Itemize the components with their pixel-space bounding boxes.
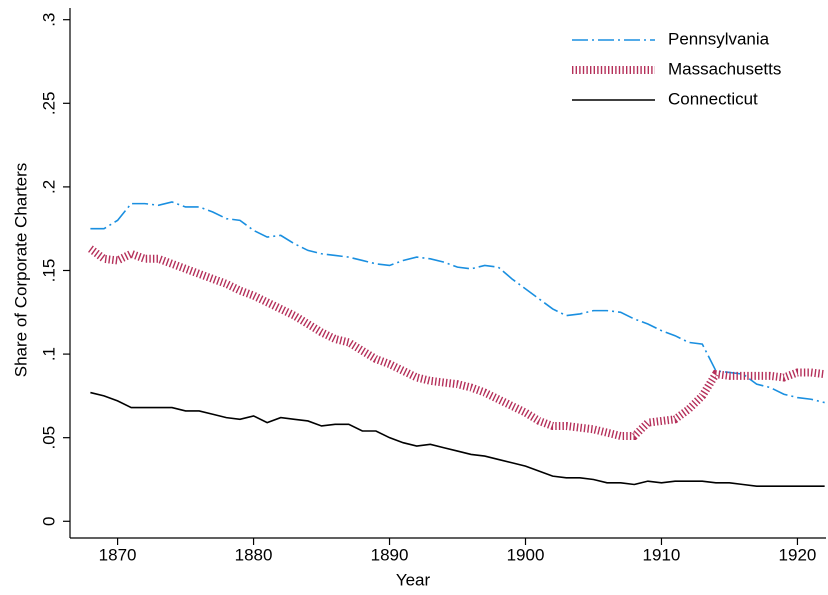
y-tick-label: .05 <box>39 426 58 450</box>
legend-label: Massachusetts <box>668 59 781 78</box>
line-series <box>90 201 825 404</box>
line-series <box>90 391 825 487</box>
legend-label: Connecticut <box>668 89 758 108</box>
y-axis-label: Share of Corporate Charters <box>11 163 30 378</box>
x-tick-label: 1870 <box>99 545 137 564</box>
y-tick-label: .2 <box>39 180 58 194</box>
legend-label: Pennsylvania <box>668 29 770 48</box>
y-tick-label: .25 <box>39 91 58 115</box>
y-tick-label: 0 <box>39 517 58 526</box>
x-axis-label: Year <box>396 570 431 589</box>
line-series <box>88 245 826 441</box>
x-tick-label: 1890 <box>371 545 409 564</box>
y-tick-label: .1 <box>39 347 58 361</box>
x-tick-label: 1920 <box>779 545 817 564</box>
x-tick-label: 1910 <box>643 545 681 564</box>
y-tick-label: .3 <box>39 13 58 27</box>
y-tick-label: .15 <box>39 259 58 283</box>
x-tick-label: 1900 <box>507 545 545 564</box>
x-tick-label: 1880 <box>235 545 273 564</box>
